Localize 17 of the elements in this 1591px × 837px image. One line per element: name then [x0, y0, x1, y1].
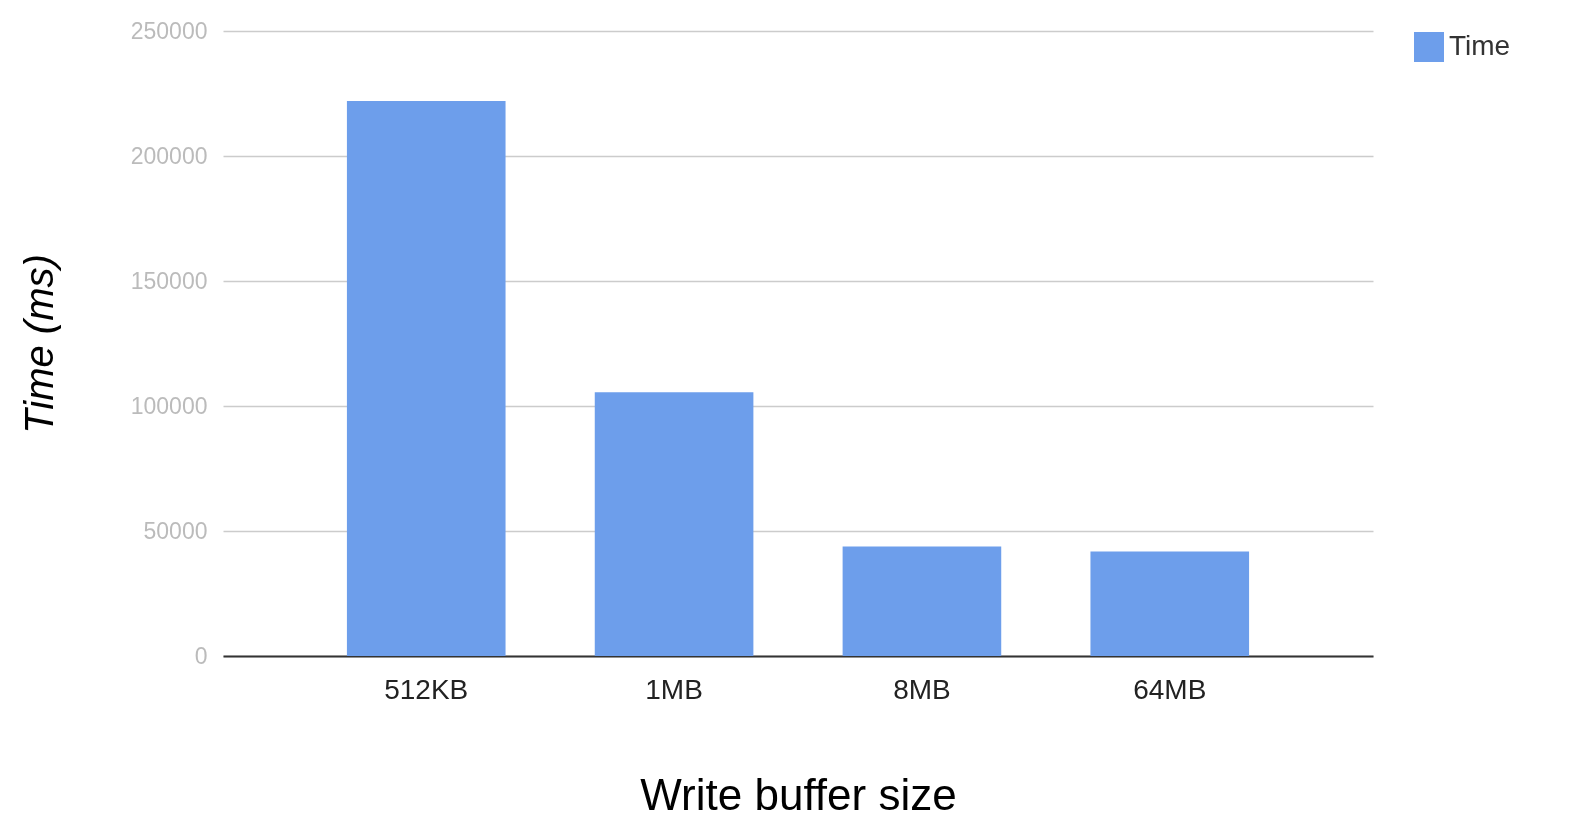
- y-axis-title: Time (ms): [16, 254, 61, 434]
- x-tick-label: 8MB: [893, 673, 951, 705]
- x-tick-label: 512KB: [384, 673, 469, 705]
- bar: [594, 392, 754, 656]
- y-tick-label: 50000: [143, 517, 208, 544]
- legend-label: Time: [1449, 30, 1511, 61]
- y-tick-label: 250000: [130, 17, 208, 44]
- y-tick-label: 150000: [130, 267, 208, 294]
- y-tick-label: 100000: [130, 392, 208, 419]
- y-tick-label: 200000: [130, 142, 208, 169]
- x-tick-label: 1MB: [645, 673, 703, 705]
- x-tick-label: 64MB: [1133, 673, 1207, 705]
- x-axis-title: Write buffer size: [640, 769, 957, 819]
- y-tick-label: 0: [194, 642, 208, 669]
- bar: [1090, 551, 1250, 656]
- bar: [346, 101, 506, 656]
- bar: [842, 546, 1002, 656]
